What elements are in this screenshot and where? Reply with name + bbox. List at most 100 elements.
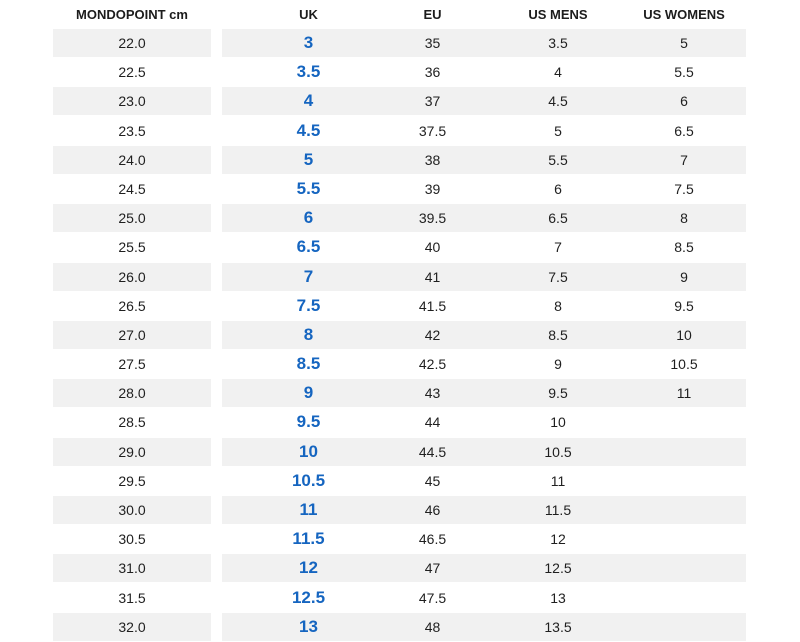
- table-row: 27.0 8 42 8.5 10: [0, 320, 800, 350]
- header-mondopoint: MONDOPOINT cm: [76, 7, 188, 22]
- cell-mondopoint: 32.0: [118, 618, 146, 635]
- row-stripe-left: [53, 87, 211, 116]
- cell-mondopoint: 30.5: [118, 531, 146, 548]
- cell-eu: 35: [424, 35, 441, 51]
- cell-mondopoint: 23.0: [118, 93, 146, 110]
- row-stripe-right: [222, 612, 746, 641]
- cell-mondopoint: 26.0: [118, 268, 146, 285]
- cell-us-mens: 5: [554, 122, 562, 139]
- row-stripe-right: [222, 437, 746, 466]
- cell-us-mens: 4: [554, 64, 562, 81]
- table-row: 31.5 12.5 47.5 13: [0, 584, 800, 613]
- cell-eu: 43: [424, 385, 441, 402]
- header-eu: EU: [423, 7, 442, 22]
- cell-us-womens: [622, 496, 746, 524]
- row-stripe-left: [53, 262, 211, 291]
- cell-us-mens: 4.5: [548, 93, 568, 110]
- table-row: 25.5 6.5 40 7 8.5: [0, 233, 800, 262]
- table-row: 28.5 9.5 44 10: [0, 408, 800, 437]
- table-row: 26.0 7 41 7.5 9: [0, 262, 800, 292]
- cell-eu: 39.5: [418, 210, 447, 227]
- cell-uk: 3: [303, 33, 314, 52]
- cell-mondopoint: 28.0: [118, 385, 146, 402]
- cell-us-mens: 6: [554, 180, 562, 197]
- cell-mondopoint: 31.0: [118, 560, 146, 577]
- cell-us-womens: [622, 613, 746, 641]
- cell-mondopoint: 29.5: [118, 472, 146, 489]
- row-stripe-right: [222, 379, 746, 408]
- table-row: 30.0 11 46 11.5: [0, 496, 800, 525]
- cell-us-mens: 6.5: [548, 210, 568, 227]
- cell-uk: 4.5: [296, 120, 321, 140]
- table-row: 31.0 12 47 12.5: [0, 554, 800, 583]
- cell-us-mens: 11.5: [544, 502, 572, 518]
- cell-us-mens: 3.5: [548, 35, 568, 51]
- cell-us-mens: 7.5: [548, 268, 568, 285]
- row-stripe-right: [222, 496, 746, 524]
- cell-us-womens: 11: [676, 385, 692, 402]
- table-row: 30.5 11.5 46.5 12: [0, 525, 800, 554]
- cell-us-womens: 8.5: [674, 239, 694, 256]
- cell-uk: 10.5: [291, 470, 326, 490]
- cell-eu: 46.5: [418, 531, 447, 548]
- row-stripe-right: [222, 554, 746, 583]
- cell-mondopoint: 22.0: [118, 35, 146, 51]
- cell-uk: 7: [303, 266, 314, 286]
- cell-eu: 39: [424, 180, 441, 197]
- row-stripe-left: [53, 437, 211, 466]
- cell-us-womens: 9.5: [674, 297, 694, 314]
- cell-uk: 6: [303, 208, 314, 228]
- cell-us-womens: [622, 525, 746, 553]
- table-row: 29.5 10.5 45 11: [0, 467, 800, 496]
- table-row: 24.5 5.5 39 6 7.5: [0, 175, 800, 204]
- table-row: 23.0 4 37 4.5 6: [0, 87, 800, 116]
- cell-uk: 4: [303, 91, 314, 111]
- cell-eu: 45: [424, 472, 441, 489]
- row-stripe-left: [53, 612, 211, 641]
- table-row: 23.5 4.5 37.5 5 6.5: [0, 117, 800, 146]
- table-row: 27.5 8.5 42.5 9 10.5: [0, 350, 800, 379]
- header-uk: UK: [299, 7, 318, 22]
- cell-uk: 10: [299, 441, 318, 461]
- row-stripe-right: [222, 262, 746, 291]
- cell-uk: 9.5: [296, 412, 321, 432]
- cell-us-mens: 8.5: [548, 326, 568, 343]
- cell-mondopoint: 24.0: [118, 151, 146, 168]
- cell-us-mens: 8: [554, 297, 562, 314]
- row-stripe-left: [53, 145, 211, 174]
- cell-us-womens: 7: [680, 151, 688, 168]
- cell-mondopoint: 27.5: [118, 356, 146, 373]
- cell-us-womens: [622, 408, 746, 436]
- cell-eu: 42.5: [418, 356, 447, 373]
- cell-mondopoint: 31.5: [118, 589, 146, 606]
- cell-mondopoint: 24.5: [118, 180, 146, 197]
- table-row: 25.0 6 39.5 6.5 8: [0, 204, 800, 233]
- cell-eu: 47: [424, 560, 441, 577]
- cell-mondopoint: 23.5: [118, 122, 146, 139]
- cell-uk: 12.5: [291, 587, 326, 607]
- header-us-womens: US WOMENS: [643, 7, 725, 22]
- cell-eu: 44.5: [418, 443, 447, 460]
- cell-us-mens: 5.5: [548, 151, 568, 168]
- cell-us-womens: 7.5: [674, 180, 694, 197]
- cell-eu: 40: [424, 239, 441, 256]
- cell-eu: 42: [424, 326, 441, 343]
- cell-eu: 41.5: [418, 297, 447, 314]
- cell-mondopoint: 22.5: [118, 64, 146, 81]
- cell-us-womens: [622, 554, 746, 582]
- cell-us-womens: 6.5: [674, 122, 694, 139]
- row-stripe-right: [222, 320, 746, 349]
- cell-mondopoint: 25.5: [118, 239, 146, 256]
- cell-uk: 11: [299, 500, 318, 519]
- cell-uk: 13: [299, 616, 318, 636]
- cell-uk: 8: [303, 324, 314, 344]
- cell-eu: 37: [424, 93, 441, 110]
- cell-us-mens: 11: [550, 472, 566, 489]
- cell-mondopoint: 27.0: [118, 326, 146, 343]
- cell-eu: 36: [424, 64, 441, 81]
- cell-mondopoint: 29.0: [118, 443, 146, 460]
- size-chart-table: 22.0 3 35 3.5 5 22.5 3.5 36 4 5.5 23.0 4 37 4.5 6 23.5 4…: [0, 29, 800, 642]
- header-us-mens: US MENS: [528, 7, 588, 22]
- table-row: 24.0 5 38 5.5 7: [0, 145, 800, 175]
- cell-eu: 47.5: [418, 589, 447, 606]
